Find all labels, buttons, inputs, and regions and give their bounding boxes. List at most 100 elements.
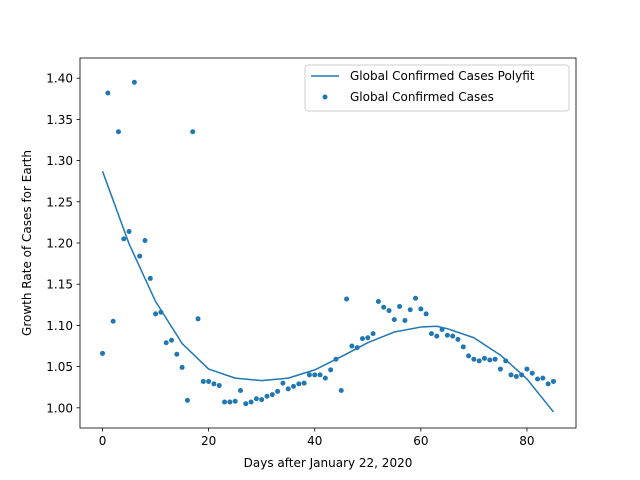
data-point bbox=[195, 316, 201, 322]
data-point bbox=[519, 372, 525, 378]
data-point bbox=[100, 350, 106, 356]
data-point bbox=[402, 317, 408, 323]
plot-area bbox=[79, 57, 577, 429]
data-point bbox=[481, 355, 487, 361]
data-point bbox=[439, 327, 445, 333]
data-point bbox=[359, 336, 365, 342]
data-point bbox=[545, 381, 551, 387]
data-point bbox=[131, 79, 137, 85]
data-point bbox=[423, 311, 429, 317]
data-point bbox=[455, 336, 461, 342]
data-point bbox=[237, 388, 243, 394]
data-point bbox=[253, 396, 259, 402]
data-point bbox=[301, 380, 307, 386]
data-point bbox=[227, 399, 233, 405]
data-point bbox=[450, 333, 456, 339]
y-tick-label: 1.25 bbox=[46, 195, 73, 209]
data-point bbox=[370, 331, 376, 337]
y-tick-label: 1.35 bbox=[46, 113, 73, 127]
data-point bbox=[174, 351, 180, 357]
x-tick-label: 40 bbox=[307, 434, 322, 448]
data-point bbox=[275, 388, 281, 394]
legend-entry-cases: Global Confirmed Cases bbox=[350, 90, 494, 104]
data-point bbox=[153, 311, 159, 317]
data-point bbox=[312, 372, 318, 378]
data-point bbox=[105, 90, 111, 96]
data-point bbox=[110, 318, 116, 324]
data-point bbox=[333, 356, 339, 362]
data-point bbox=[291, 383, 297, 389]
data-point bbox=[115, 129, 121, 135]
legend-dot-marker bbox=[322, 94, 328, 100]
data-point bbox=[460, 344, 466, 350]
data-point bbox=[487, 357, 493, 363]
y-tick-label: 1.20 bbox=[46, 237, 73, 251]
data-point bbox=[476, 358, 482, 364]
data-point bbox=[497, 366, 503, 372]
y-tick-label: 1.40 bbox=[46, 72, 73, 86]
data-point bbox=[184, 397, 190, 403]
data-point bbox=[322, 375, 328, 381]
y-tick-label: 1.30 bbox=[46, 154, 73, 168]
data-point bbox=[179, 364, 185, 370]
data-point bbox=[137, 253, 143, 259]
data-point bbox=[147, 275, 153, 281]
data-point bbox=[285, 386, 291, 392]
data-point bbox=[206, 378, 212, 384]
data-point bbox=[328, 367, 334, 373]
y-axis-ticks: 1.00 1.05 1.10 1.15 1.20 1.25 1.30 1.35 1.40 bbox=[46, 72, 80, 415]
data-point bbox=[508, 372, 514, 378]
data-point bbox=[529, 370, 535, 376]
data-point bbox=[200, 378, 206, 384]
data-point bbox=[413, 295, 419, 301]
data-point bbox=[126, 228, 132, 234]
data-point bbox=[317, 372, 323, 378]
legend: Global Confirmed Cases Polyfit Global Co… bbox=[304, 64, 570, 112]
data-point bbox=[142, 238, 148, 244]
y-tick-label: 1.10 bbox=[46, 319, 73, 333]
data-point bbox=[386, 308, 392, 314]
data-point bbox=[535, 376, 541, 382]
y-tick-label: 1.15 bbox=[46, 278, 73, 292]
data-point bbox=[349, 343, 355, 349]
polyfit-line bbox=[101, 171, 555, 413]
legend-box bbox=[304, 64, 570, 112]
data-point bbox=[306, 372, 312, 378]
data-point bbox=[344, 296, 350, 302]
data-point bbox=[190, 129, 196, 135]
data-point bbox=[550, 378, 556, 384]
data-point bbox=[232, 398, 238, 404]
data-point bbox=[513, 374, 519, 379]
data-point bbox=[418, 306, 424, 312]
data-point bbox=[296, 381, 302, 387]
legend-entry-polyfit: Global Confirmed Cases Polyfit bbox=[350, 69, 535, 83]
data-point bbox=[121, 236, 127, 242]
data-point bbox=[391, 317, 397, 323]
data-point bbox=[222, 399, 228, 405]
x-tick-label: 20 bbox=[201, 434, 216, 448]
data-point bbox=[540, 375, 546, 381]
data-point bbox=[466, 353, 472, 359]
x-tick-label: 80 bbox=[519, 434, 534, 448]
plot-frame bbox=[79, 57, 577, 429]
data-point bbox=[365, 335, 371, 341]
data-point bbox=[397, 303, 403, 309]
y-axis-label: Growth Rate of Cases for Earth bbox=[20, 150, 34, 336]
data-point bbox=[248, 399, 254, 405]
data-point bbox=[269, 392, 275, 398]
y-tick-label: 1.05 bbox=[46, 360, 73, 374]
x-tick-label: 60 bbox=[413, 434, 428, 448]
data-point bbox=[264, 393, 270, 399]
x-axis-ticks: 0 20 40 60 80 bbox=[99, 428, 535, 448]
data-point bbox=[211, 381, 217, 387]
data-point bbox=[524, 366, 530, 372]
data-point bbox=[169, 337, 175, 343]
data-point bbox=[428, 331, 434, 337]
data-point bbox=[216, 383, 222, 389]
data-point bbox=[338, 388, 344, 394]
data-point bbox=[354, 345, 360, 351]
x-axis-label: Days after January 22, 2020 bbox=[244, 456, 413, 470]
data-point bbox=[471, 356, 477, 362]
series-layer bbox=[100, 79, 556, 413]
